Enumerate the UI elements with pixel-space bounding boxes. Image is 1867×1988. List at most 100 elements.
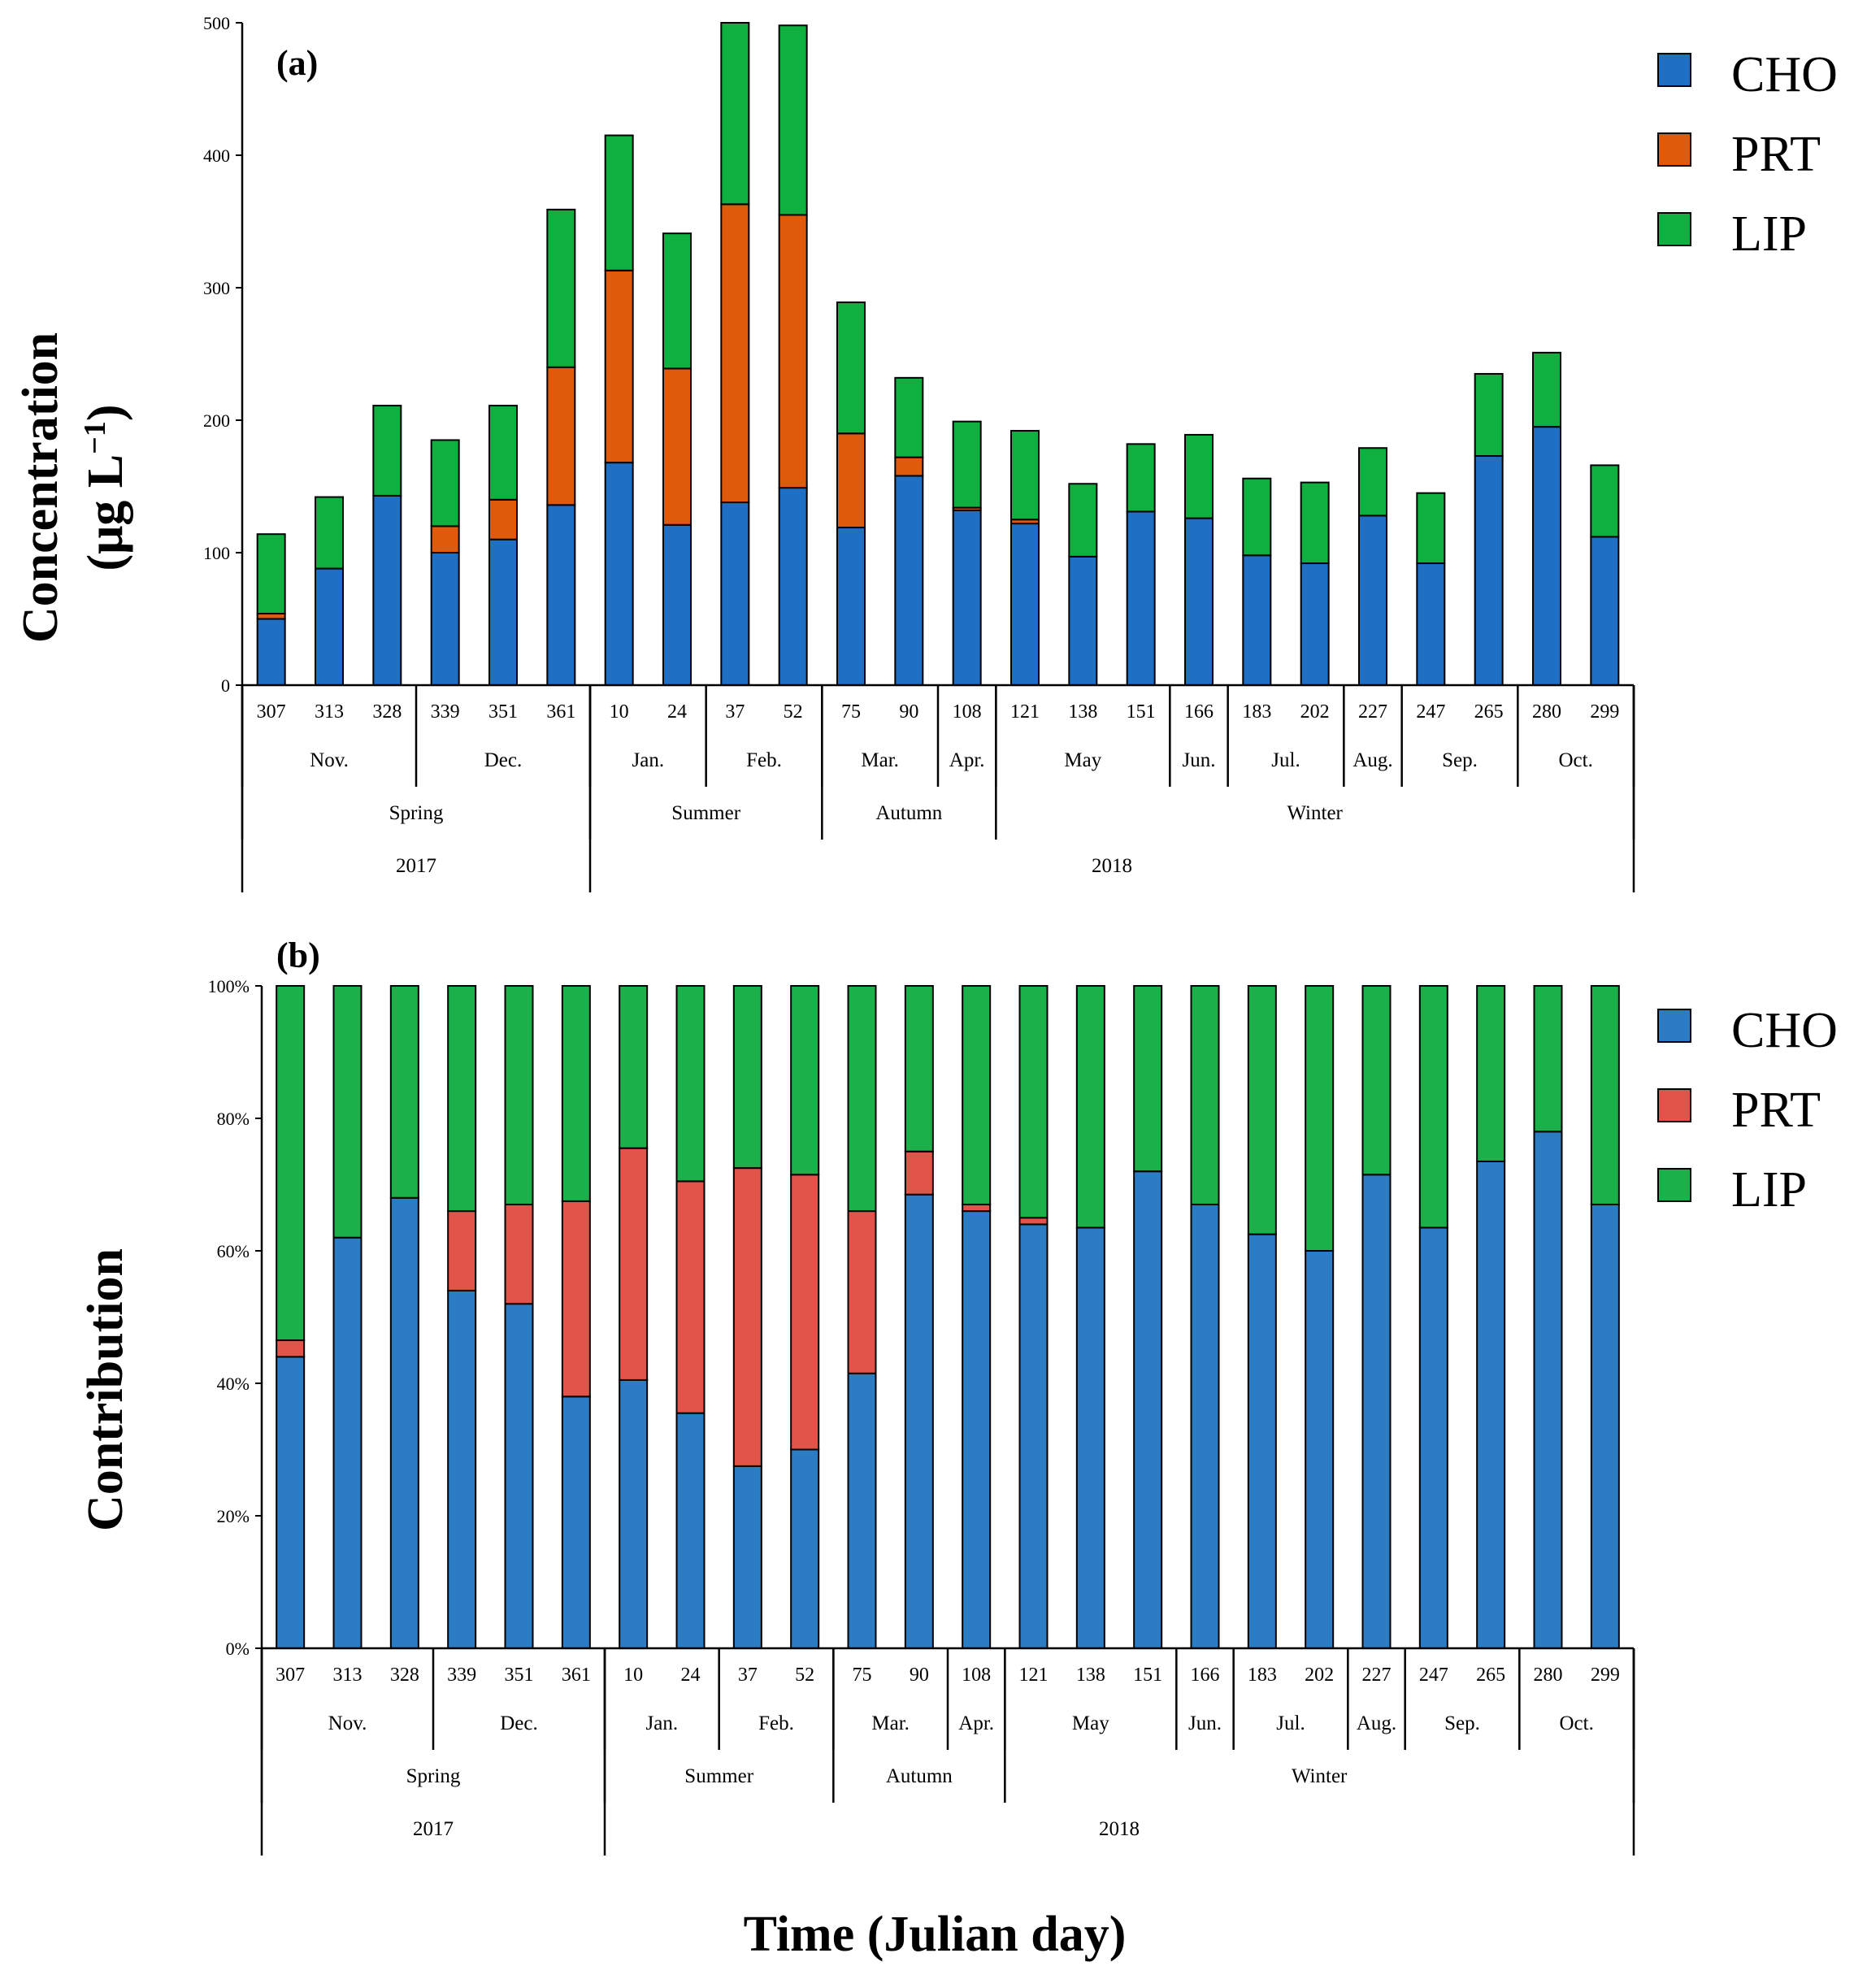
bar-cho (1305, 1250, 1335, 1649)
month-label: Sep. (1442, 749, 1478, 771)
day-label: 121 (1019, 1665, 1049, 1686)
month-label: Oct. (1559, 1712, 1593, 1734)
bar-lip (1305, 985, 1335, 1252)
day-label: 75 (841, 701, 861, 723)
panel-a-label: (a) (276, 43, 318, 83)
season-label: Summer (684, 1765, 753, 1787)
bar-cho (1474, 455, 1504, 686)
bar-cho (1418, 1226, 1448, 1649)
month-label: Aug. (1352, 749, 1392, 771)
bar-lip (1590, 464, 1620, 538)
month-label: Feb. (746, 749, 782, 771)
panel-b-label: (b) (276, 935, 320, 975)
y-tick-label: 40% (217, 1374, 250, 1394)
y-tick-label: 300 (203, 278, 230, 298)
bar-cho (1533, 1131, 1563, 1650)
bar-lip (1184, 433, 1214, 519)
legend-label-prt: PRT (1731, 127, 1821, 182)
bar-cho (790, 1448, 820, 1649)
day-label: 351 (505, 1665, 534, 1686)
day-label: 10 (623, 1665, 643, 1686)
bar-prt (276, 1339, 306, 1358)
panel-a-category-axis: 307 313 328 339 351 361 10 24 37 52 75 90 108 121 138 1… (241, 685, 1635, 892)
bar-cho (847, 1372, 877, 1650)
legend-swatch-lip (1657, 212, 1691, 246)
day-label: 280 (1534, 1665, 1563, 1686)
bar-prt (778, 214, 808, 489)
day-label: 328 (372, 701, 402, 723)
bar-cho (389, 1196, 419, 1650)
bar-lip (1476, 985, 1506, 1162)
bar-cho (1184, 517, 1214, 686)
panel-b-bars (276, 985, 1620, 1650)
day-label: 138 (1068, 701, 1097, 723)
bar-cho (1242, 554, 1272, 687)
day-label: 151 (1127, 701, 1156, 723)
season-label: Winter (1292, 1765, 1348, 1787)
day-label: 52 (795, 1665, 814, 1686)
day-label: 52 (784, 701, 803, 723)
bar-lip (604, 134, 634, 271)
day-label: 247 (1419, 1665, 1448, 1686)
bar-lip (504, 985, 534, 1205)
day-label: 24 (667, 701, 687, 723)
day-label: 151 (1133, 1665, 1162, 1686)
day-label: 121 (1010, 701, 1040, 723)
y-tick-label: 0 (221, 675, 230, 696)
bar-lip (732, 985, 762, 1170)
month-label: Jul. (1271, 749, 1300, 771)
month-label: May (1072, 1712, 1109, 1734)
bar-lip (619, 985, 649, 1149)
bar-cho (1190, 1203, 1220, 1649)
day-label: 339 (447, 1665, 476, 1686)
bar-lip (1010, 430, 1040, 521)
day-label: 307 (276, 1665, 305, 1686)
bar-cho (1133, 1170, 1163, 1649)
bar-prt (732, 1167, 762, 1467)
panel-a-y-axis-title: Concentration (μg L−1) (13, 332, 133, 643)
day-label: 351 (488, 701, 518, 723)
day-label: 183 (1242, 701, 1271, 723)
month-label: Apr. (949, 749, 985, 771)
month-label: Mar. (861, 749, 899, 771)
bar-cho (1247, 1233, 1277, 1649)
bar-lip (1018, 985, 1049, 1219)
bar-lip (1190, 985, 1220, 1205)
bar-cho (1532, 426, 1561, 687)
month-label: Jun. (1188, 1712, 1222, 1734)
bar-cho (1416, 562, 1446, 686)
bar-lip (561, 985, 591, 1202)
season-label: Autumn (875, 802, 942, 824)
bar-cho (1010, 523, 1040, 687)
month-label: Jul. (1276, 1712, 1305, 1734)
y-tick-label: 80% (217, 1109, 250, 1129)
bar-cho (372, 494, 402, 686)
y-tick-label: 60% (217, 1241, 250, 1261)
bar-cho (1126, 510, 1156, 686)
bar-lip (952, 420, 982, 509)
bar-cho (430, 552, 460, 686)
y-tick-label: 400 (203, 145, 230, 166)
year-label: 2017 (396, 855, 436, 877)
bar-cho (561, 1396, 591, 1650)
month-label: Feb. (758, 1712, 794, 1734)
bar-prt (430, 525, 460, 554)
day-label: 75 (853, 1665, 872, 1686)
day-label: 328 (390, 1665, 419, 1686)
month-label: Apr. (958, 1712, 994, 1734)
month-label: Dec. (500, 1712, 538, 1734)
legend-label-lip: LIP (1731, 1162, 1807, 1218)
day-label: 138 (1076, 1665, 1105, 1686)
day-label: 265 (1476, 1665, 1505, 1686)
bar-prt (962, 1203, 992, 1213)
day-label: 299 (1591, 1665, 1620, 1686)
bar-lip (430, 439, 460, 527)
bar-lip (1133, 985, 1163, 1173)
bar-prt (675, 1180, 706, 1414)
bar-lip (389, 985, 419, 1199)
bar-cho (720, 501, 750, 686)
day-label: 361 (562, 1665, 591, 1686)
day-label: 202 (1300, 701, 1330, 723)
day-label: 313 (315, 701, 344, 723)
